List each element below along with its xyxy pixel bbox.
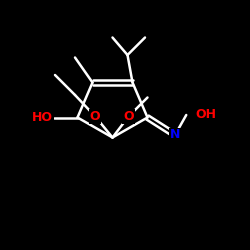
Text: O: O <box>90 110 100 123</box>
Text: O: O <box>124 110 134 123</box>
Text: N: N <box>170 128 180 141</box>
Text: OH: OH <box>195 108 216 122</box>
Text: HO: HO <box>32 111 53 124</box>
